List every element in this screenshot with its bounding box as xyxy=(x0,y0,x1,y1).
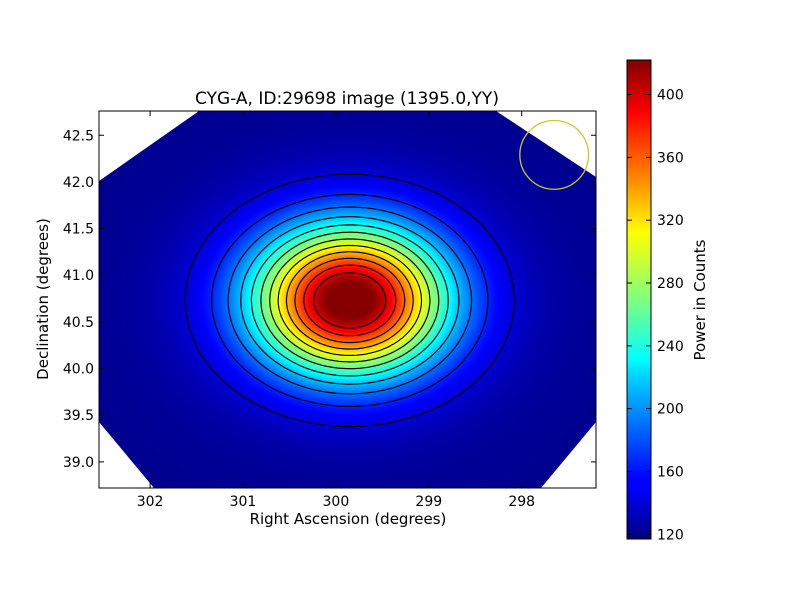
colorbar-ticks: 120 160 200 240 280 320 360 400 xyxy=(627,88,684,543)
contour-line xyxy=(313,272,387,329)
x-tick-label: 302 xyxy=(137,494,164,510)
x-tick-label: 299 xyxy=(415,494,442,510)
contour-line xyxy=(211,193,489,407)
x-tick-label: 300 xyxy=(323,494,350,510)
heatmap-image xyxy=(99,111,596,488)
colorbar: 120 160 200 240 280 320 360 400 Power in Counts xyxy=(626,59,709,543)
colorbar-tick-label: 280 xyxy=(657,276,684,292)
y-tick-label: 42.5 xyxy=(63,128,94,144)
x-axis-ticks: 302 301 300 299 298 xyxy=(137,111,535,510)
plot-frame xyxy=(98,110,597,489)
chart-title: CYG-A, ID:29698 image (1395.0,YY) xyxy=(195,89,499,109)
contour-line xyxy=(250,224,449,377)
colorbar-tick-label: 240 xyxy=(657,339,684,355)
colorbar-tick-label: 160 xyxy=(657,464,684,480)
y-tick-label: 41.0 xyxy=(63,268,94,284)
x-tick-label: 301 xyxy=(230,494,257,510)
plot-area: 302 301 300 299 298 39.0 39.5 40.0 40.5 41.0 41.5… xyxy=(63,110,597,510)
contour-line xyxy=(260,231,440,370)
contour-line xyxy=(227,206,473,395)
colorbar-label: Power in Counts xyxy=(691,239,709,360)
contour-line xyxy=(277,244,423,356)
colorbar-tick-label: 320 xyxy=(657,213,684,229)
y-tick-label: 42.0 xyxy=(63,175,94,191)
colorbar-tick-label: 360 xyxy=(657,150,684,166)
y-tick-label: 40.0 xyxy=(63,362,94,378)
contour-line xyxy=(184,173,515,428)
colorbar-tick-label: 400 xyxy=(657,88,684,104)
colorbar-tick-label: 200 xyxy=(657,402,684,418)
y-tick-label: 40.5 xyxy=(63,315,94,331)
colorbar-gradient xyxy=(626,59,652,540)
x-tick-label: 298 xyxy=(508,494,535,510)
contour-line xyxy=(294,257,406,344)
contour-line xyxy=(269,238,431,363)
y-axis-label: Declination (degrees) xyxy=(34,218,52,380)
x-axis-label: Right Ascension (degrees) xyxy=(250,510,447,528)
y-axis-ticks: 39.0 39.5 40.0 40.5 41.0 41.5 42.0 42.5 xyxy=(63,128,596,471)
contour-line xyxy=(240,216,460,385)
contour-line xyxy=(285,251,414,350)
contour-line xyxy=(303,264,397,337)
contour-layer xyxy=(184,173,515,428)
y-tick-label: 39.5 xyxy=(63,408,94,424)
y-tick-label: 41.5 xyxy=(63,222,94,238)
y-tick-label: 39.0 xyxy=(63,455,94,471)
beam-circle xyxy=(519,119,590,190)
colorbar-tick-label: 120 xyxy=(657,527,684,543)
